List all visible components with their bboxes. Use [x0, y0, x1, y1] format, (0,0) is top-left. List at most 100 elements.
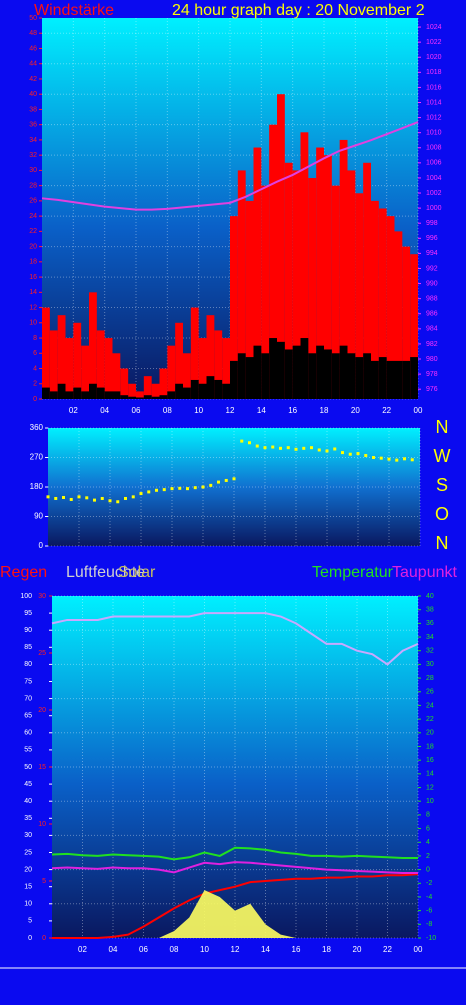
bar	[378, 357, 387, 399]
y3-tick-label: 30	[38, 593, 46, 600]
y-tick-label: 48	[29, 30, 37, 37]
y3-tick-label: 20	[38, 707, 46, 714]
x-tick-label: 04	[109, 945, 118, 954]
y-tick-label: 15	[24, 884, 32, 891]
point	[395, 458, 399, 462]
line	[52, 873, 419, 939]
bar	[42, 307, 50, 399]
y2-tick-label: 14	[426, 771, 434, 778]
point	[139, 492, 143, 496]
compass-label: N	[436, 533, 449, 553]
line	[51, 612, 419, 666]
bar	[363, 353, 371, 399]
y2-tick-label: 36	[426, 620, 434, 627]
bar	[292, 345, 301, 399]
y2-tick-label: 1016	[426, 84, 442, 91]
y-tick-label: 90	[24, 627, 32, 634]
bar	[128, 396, 136, 399]
x-tick-label: 10	[200, 945, 209, 954]
y2-tick-label: 988	[426, 296, 438, 303]
point	[286, 446, 290, 450]
bar	[269, 338, 277, 399]
y3-tick-label: 15	[38, 764, 46, 771]
bar	[324, 349, 332, 399]
y-tick-label: 270	[30, 453, 44, 462]
point	[356, 452, 360, 456]
y2-tick-label: 40	[426, 593, 434, 600]
bar	[277, 94, 285, 399]
y2-tick-label: 1010	[426, 130, 442, 137]
point	[131, 495, 135, 499]
x-tick-label: 00	[414, 406, 423, 415]
point	[271, 445, 275, 449]
point	[364, 454, 368, 458]
y-tick-label: 85	[24, 644, 32, 651]
x-tick-label: 16	[292, 945, 301, 954]
y-tick-label: 30	[29, 167, 37, 174]
x-tick-label: 02	[78, 945, 87, 954]
point	[62, 495, 65, 499]
point	[162, 488, 166, 492]
bar	[308, 178, 317, 399]
bar	[214, 330, 223, 399]
x-tick-label: 14	[257, 406, 266, 415]
y2-tick-label: 982	[426, 341, 438, 348]
point	[85, 496, 89, 500]
x-tick-label: 00	[414, 945, 423, 954]
y2-tick-label: 976	[426, 386, 438, 393]
y2-tick-label: 34	[426, 634, 434, 641]
bar	[120, 395, 129, 399]
y-tick-label: 90	[34, 512, 43, 521]
y-tick-label: 8	[33, 335, 37, 342]
y2-tick-label: 1004	[426, 175, 442, 182]
x-tick-label: 14	[261, 945, 270, 954]
bar	[222, 383, 230, 399]
y2-tick-label: 1000	[426, 205, 442, 212]
y2-tick-label: 20	[426, 730, 434, 737]
bar	[402, 360, 411, 399]
y-tick-label: 26	[29, 198, 37, 205]
y2-tick-label: -8	[426, 921, 432, 928]
y-tick-label: 80	[24, 661, 32, 668]
point	[348, 452, 352, 456]
compass-label: O	[435, 504, 449, 524]
y2-tick-label: 980	[426, 356, 438, 363]
point	[178, 486, 182, 490]
y-tick-label: 0	[33, 396, 37, 403]
y2-tick-label: 12	[426, 784, 434, 791]
bar	[57, 315, 66, 399]
y2-tick-label: 2	[426, 853, 430, 860]
y-tick-label: 0	[28, 935, 32, 942]
y2-tick-label: 10	[426, 798, 434, 805]
y-tick-label: 2	[33, 381, 37, 388]
y-tick-label: 10	[24, 901, 32, 908]
x-tick-label: 10	[194, 406, 203, 415]
point	[201, 485, 205, 489]
point	[186, 487, 189, 491]
x-tick-label: 12	[226, 406, 235, 415]
bar	[245, 357, 254, 399]
bar	[120, 368, 129, 399]
legend-label: Regen	[0, 564, 47, 581]
bar	[378, 208, 387, 399]
bar	[277, 341, 285, 399]
y-tick-label: 40	[24, 798, 32, 805]
y2-tick-label: -6	[426, 907, 432, 914]
y-tick-label: 6	[33, 350, 37, 357]
point	[341, 451, 344, 455]
bar	[261, 185, 270, 399]
y-tick-label: 46	[29, 45, 37, 52]
bar	[324, 155, 332, 399]
y3-tick-label: 0	[42, 935, 46, 942]
bar	[253, 147, 262, 399]
point	[209, 483, 213, 487]
y2-tick-label: 1006	[426, 160, 442, 167]
compass-label: W	[434, 446, 451, 466]
bar	[49, 391, 58, 399]
compass-label: S	[436, 475, 448, 495]
y2-tick-label: 30	[426, 661, 434, 668]
y-tick-label: 36	[29, 122, 37, 129]
point	[93, 498, 96, 502]
y-tick-label: 0	[39, 541, 44, 550]
x-tick-label: 06	[132, 406, 141, 415]
